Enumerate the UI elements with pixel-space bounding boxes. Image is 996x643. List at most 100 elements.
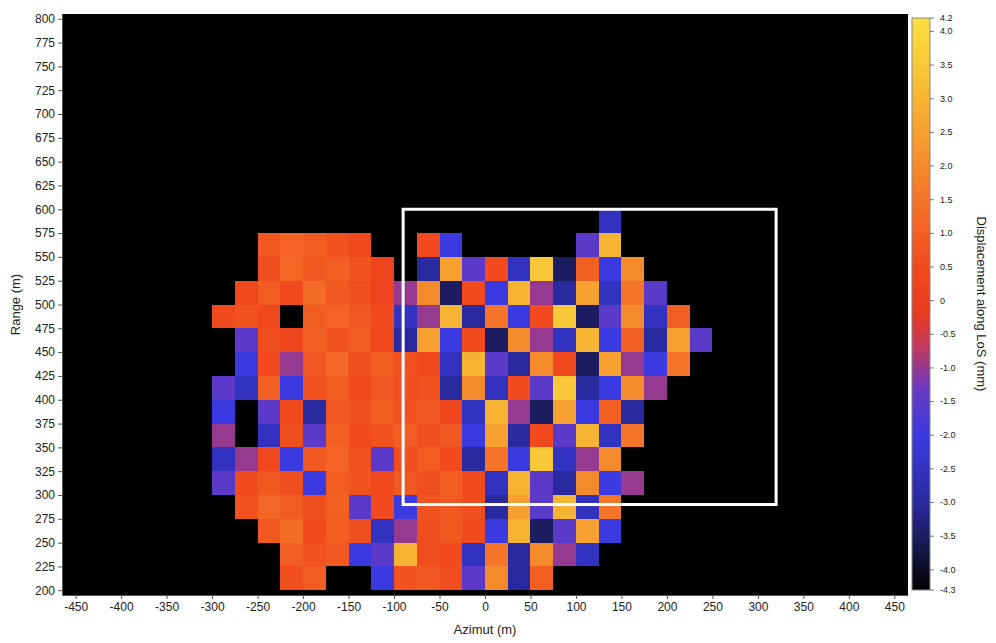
heatmap-cell	[599, 447, 622, 471]
colorbar-tick-mark	[930, 18, 934, 19]
heatmap-cell	[303, 352, 326, 376]
y-tick: 250	[35, 536, 62, 550]
heatmap-cell	[303, 281, 326, 305]
heatmap-cell	[599, 233, 622, 257]
heatmap-cell	[280, 328, 303, 352]
x-tick-label: 300	[748, 600, 768, 614]
heatmap-cell	[417, 376, 440, 400]
heatmap-cell	[417, 519, 440, 543]
heatmap-cell	[303, 328, 326, 352]
heatmap-cell	[258, 281, 281, 305]
heatmap-cell	[530, 495, 553, 519]
colorbar-tick-mark	[930, 31, 934, 32]
heatmap-cell	[462, 328, 485, 352]
heatmap-cell	[576, 328, 599, 352]
heatmap-cell	[530, 257, 553, 281]
heatmap-cell	[280, 281, 303, 305]
heatmap-cell	[440, 233, 463, 257]
heatmap-cell	[440, 281, 463, 305]
heatmap-cell	[644, 376, 667, 400]
heatmap-cell	[326, 447, 349, 471]
y-tick-label: 325	[35, 465, 55, 479]
heatmap-cell	[258, 519, 281, 543]
heatmap-cell	[258, 257, 281, 281]
heatmap-cell	[326, 305, 349, 329]
heatmap-cell	[599, 209, 622, 233]
x-tick-mark	[76, 595, 77, 599]
heatmap-cell	[508, 519, 531, 543]
heatmap-cell	[280, 566, 303, 590]
colorbar-title: Displacement along LoS (mm)	[974, 217, 989, 392]
colorbar-tick-label: -4.0	[940, 565, 956, 575]
heatmap-cell	[440, 400, 463, 424]
y-tick-label: 475	[35, 322, 55, 336]
heatmap-cell	[576, 471, 599, 495]
y-tick-mark	[58, 19, 62, 20]
heatmap-cell	[530, 400, 553, 424]
highlight-box	[403, 209, 776, 504]
y-tick-mark	[58, 185, 62, 186]
y-tick-mark	[58, 162, 62, 163]
y-tick-label: 800	[35, 12, 55, 26]
heatmap-cell	[621, 328, 644, 352]
y-tick-label: 575	[35, 226, 55, 240]
heatmap-cell	[530, 447, 553, 471]
y-tick-label: 625	[35, 179, 55, 193]
heatmap-cell	[576, 495, 599, 519]
x-tick-mark	[349, 595, 350, 599]
x-tick: -450	[64, 595, 88, 614]
heatmap-cell	[576, 543, 599, 567]
y-tick: 325	[35, 465, 62, 479]
heatmap-cell	[508, 543, 531, 567]
heatmap-cell	[553, 495, 576, 519]
x-tick-label: 450	[885, 600, 905, 614]
heatmap-cell	[371, 376, 394, 400]
x-tick-label: -350	[155, 600, 179, 614]
heatmap-cell	[394, 495, 417, 519]
colorbar-tick-mark	[930, 233, 934, 234]
heatmap-cell	[644, 352, 667, 376]
heatmap-cell	[280, 447, 303, 471]
heatmap-cell	[462, 543, 485, 567]
colorbar-tick-mark	[930, 401, 934, 402]
heatmap-cell	[644, 281, 667, 305]
y-tick-label: 200	[35, 584, 55, 598]
heatmap-cell	[417, 495, 440, 519]
y-tick-label: 500	[35, 298, 55, 312]
y-tick-label: 300	[35, 488, 55, 502]
colorbar-tick-label: 4.2	[940, 13, 953, 23]
heatmap-cell	[417, 400, 440, 424]
y-tick: 550	[35, 250, 62, 264]
x-tick-mark	[576, 595, 577, 599]
colorbar-tick-label: -3.5	[940, 531, 956, 541]
heatmap-cell	[258, 424, 281, 448]
heatmap-cell	[553, 376, 576, 400]
heatmap-cell	[621, 400, 644, 424]
y-tick-mark	[58, 566, 62, 567]
heatmap-cell	[485, 352, 508, 376]
x-tick-mark	[303, 595, 304, 599]
heatmap-cell	[462, 257, 485, 281]
heatmap-cell	[394, 328, 417, 352]
x-axis-title: Azimut (m)	[454, 622, 517, 637]
heatmap-cell	[371, 566, 394, 590]
heatmap-cell	[280, 519, 303, 543]
x-tick-label: -50	[431, 600, 449, 614]
heatmap-cell	[417, 543, 440, 567]
heatmap-cell	[553, 328, 576, 352]
y-tick: 275	[35, 512, 62, 526]
heatmap-cell	[349, 328, 372, 352]
heatmap-cell	[576, 305, 599, 329]
colorbar-tick-label: 0.5	[940, 262, 953, 272]
heatmap-cell	[280, 471, 303, 495]
colorbar-tick-label: 0	[940, 296, 945, 306]
x-tick-mark	[167, 595, 168, 599]
y-tick: 625	[35, 179, 62, 193]
heatmap-cell	[394, 305, 417, 329]
heatmap-cell	[258, 471, 281, 495]
heatmap-cell	[508, 471, 531, 495]
x-axis: -450-400-350-300-250-200-150-100-5005010…	[63, 595, 909, 614]
heatmap-cell	[349, 376, 372, 400]
heatmap-cell	[644, 305, 667, 329]
heatmap-cell	[440, 471, 463, 495]
